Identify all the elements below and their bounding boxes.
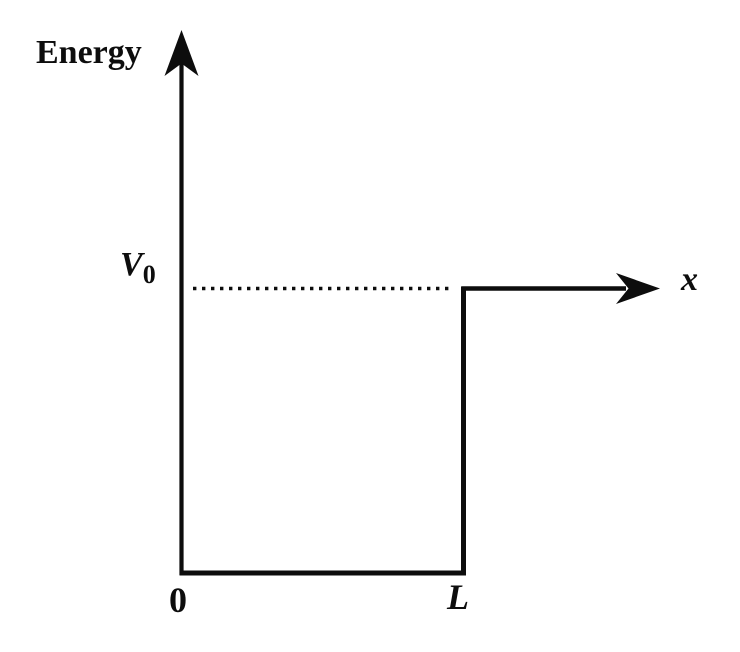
x-axis-label: x [681,261,698,298]
v0-label-subscript: 0 [142,260,156,289]
energy-axis-label: Energy [36,34,142,71]
v0-level-label: V0 [120,248,156,288]
y-axis-arrowhead [164,30,199,76]
origin-tick-label: 0 [169,580,187,620]
x-axis-arrowhead [616,273,660,304]
v0-label-base: V [120,246,143,283]
well-width-tick-label: L [447,577,469,617]
